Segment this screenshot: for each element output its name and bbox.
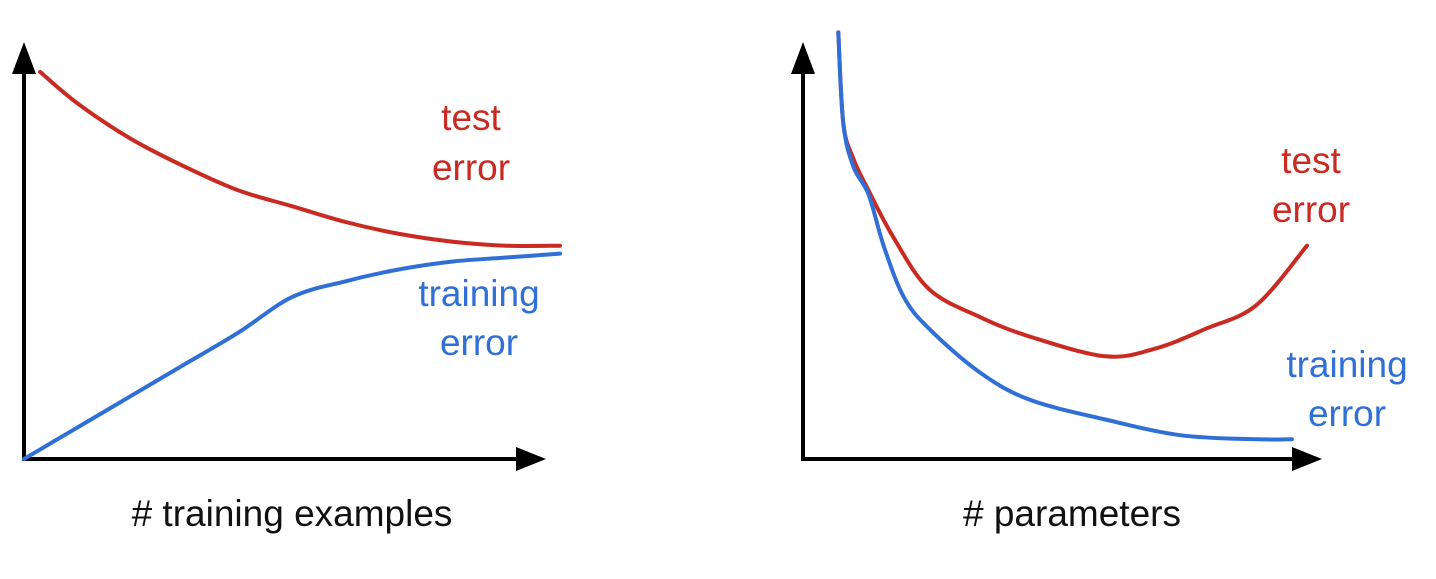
right-x-axis-label: # parameters xyxy=(963,493,1181,534)
right-training-error-label-line1: training xyxy=(1286,344,1407,385)
left-training-error-line xyxy=(22,251,562,461)
left-training-error-label-line1: training xyxy=(418,273,539,314)
left-training-error-label-line2: error xyxy=(440,322,518,363)
right-training-error-line xyxy=(836,30,1294,442)
left-test-error-line xyxy=(38,69,562,249)
right-y-axis-arrowhead xyxy=(791,42,815,74)
left-test-error-label-line2: error xyxy=(432,147,510,188)
right-test-error-line xyxy=(836,30,1309,359)
left-x-axis-arrowhead xyxy=(516,447,546,471)
right-x-axis-arrowhead xyxy=(1292,447,1322,471)
right-training-error-label-line2: error xyxy=(1308,393,1386,434)
left-test-error-label-line1: test xyxy=(441,97,501,138)
right-test-error-label-line1: test xyxy=(1281,140,1341,181)
right-test-error-label-line2: error xyxy=(1272,189,1350,230)
left-y-axis-arrowhead xyxy=(12,42,36,74)
chart-right: test error training error # parameters xyxy=(791,30,1408,534)
left-x-axis-label: # training examples xyxy=(132,493,453,534)
chart-left: test error training error # training exa… xyxy=(12,42,562,534)
